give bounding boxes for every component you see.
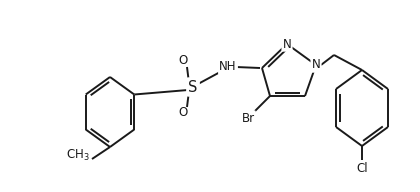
Text: N: N	[312, 59, 320, 71]
Text: CH$_3$: CH$_3$	[66, 148, 90, 163]
Text: NH: NH	[219, 60, 237, 74]
Text: Br: Br	[241, 112, 255, 124]
Text: Cl: Cl	[356, 161, 368, 175]
Text: O: O	[178, 55, 188, 68]
Text: N: N	[283, 37, 291, 50]
Text: S: S	[188, 79, 198, 94]
Text: O: O	[178, 107, 188, 119]
